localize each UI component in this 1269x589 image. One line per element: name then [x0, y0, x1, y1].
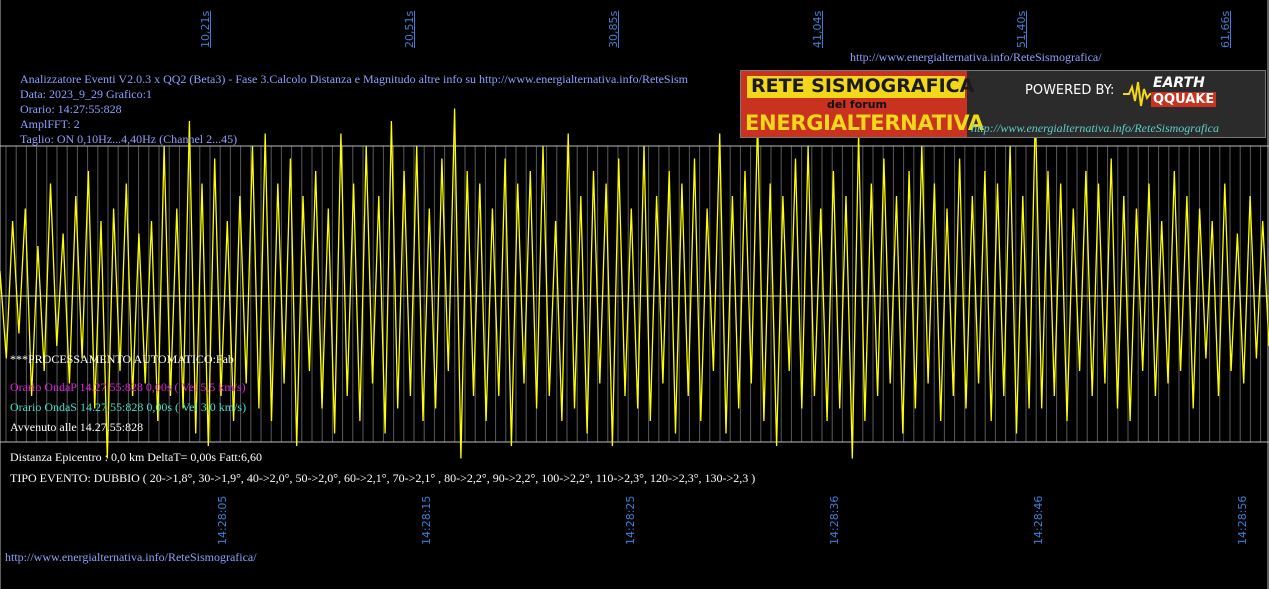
distance-line: Distanza Epicentro : 0,0 km DeltaT= 0,00… [10, 450, 263, 464]
trace-line [0, 108, 1269, 459]
powered-by-label: POWERED BY: [1025, 83, 1115, 98]
top-tick-label: 41,04s [811, 10, 824, 48]
bottom-tick-label: 14:28:46 [1032, 495, 1045, 545]
processing-label: ***PROCESSAMENTO AUTOMATICO:Fab [10, 352, 234, 366]
time-line: Orario: 14:27:55:828 [20, 102, 122, 116]
logo-yellow-band [747, 76, 965, 98]
footer-url-link[interactable]: http://www.energialternativa.info/ReteSi… [5, 550, 257, 564]
bottom-tick-label: 14:28:15 [420, 495, 433, 545]
bottom-tick-label: 14:28:05 [216, 495, 229, 545]
onda-s-line: Orario OndaS 14.27.55:828 0,00s ( Vel 3,… [10, 400, 247, 414]
avvenuto-line: Avvenuto alle 14.27.55:828 [10, 420, 144, 434]
logo-name: ENERGIALTERNATIVA [745, 111, 984, 135]
bottom-tick-label: 14:28:56 [1236, 495, 1249, 545]
top-tick-label: 51,40s [1015, 10, 1028, 48]
rete-sismografica-logo: RETE SISMOGRAFICA del forum ENERGIALTERN… [740, 70, 1266, 138]
seismograph-icon [1123, 81, 1157, 107]
top-tick-label: 10,21s [199, 10, 212, 48]
brand-qquake: QQUAKE [1151, 92, 1217, 107]
event-type-line: TIPO EVENTO: DUBBIO ( 20->1,8°, 30->1,9°… [10, 471, 756, 485]
logo-subtitle: del forum [827, 98, 887, 111]
top-tick-label: 30,85s [607, 10, 620, 48]
top-tick-label: 20,51s [403, 10, 416, 48]
seismic-trace [0, 108, 1269, 459]
amplfft-line: AmplFFT: 2 [20, 117, 80, 131]
filter-line: Taglio: ON 0,10Hz...4,40Hz (Channel 2...… [20, 132, 238, 146]
onda-p-line: Orario OndaP 14.27.55:828 0,00s ( Vel 5,… [10, 380, 246, 394]
analyzer-title: Analizzatore Eventi V2.0.3 x QQ2 (Beta3)… [20, 72, 688, 86]
logo-title: RETE SISMOGRAFICA [751, 75, 975, 97]
date-line: Data: 2023_9_29 Grafico:1 [20, 87, 152, 101]
logo-url[interactable]: http://www.energialternativa.info/ReteSi… [971, 121, 1219, 135]
bottom-tick-label: 14:28:36 [828, 495, 841, 545]
top-url-link[interactable]: http://www.energialternativa.info/ReteSi… [850, 50, 1102, 64]
brand-earth: EARTH [1153, 75, 1205, 91]
bottom-tick-label: 14:28:25 [624, 495, 637, 545]
top-tick-label: 61,66s [1219, 10, 1232, 48]
